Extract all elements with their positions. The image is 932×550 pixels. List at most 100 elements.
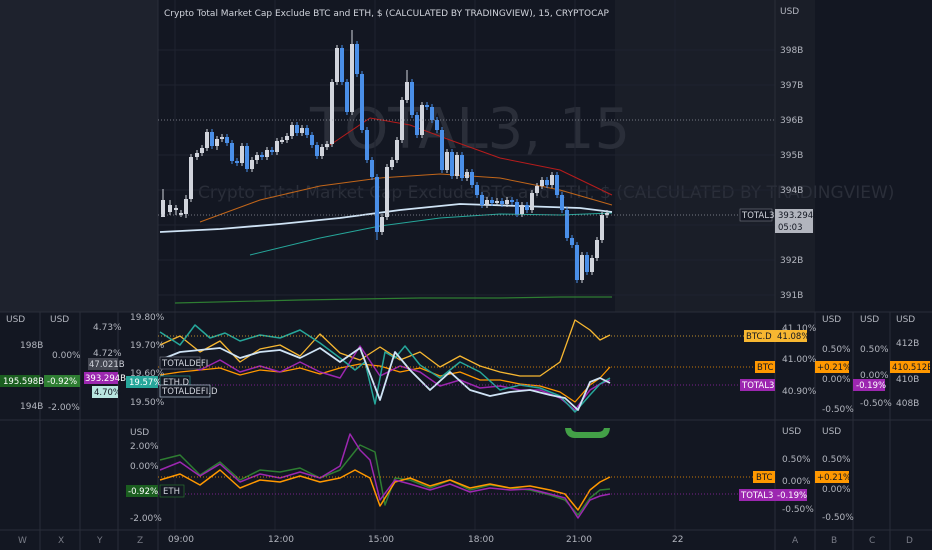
candle-body <box>490 200 494 203</box>
candle-body <box>560 195 564 210</box>
middle-left-axes[interactable]: USD 198B 194B USD 0.00% -2.00% 4.73% 4.7… <box>6 313 165 413</box>
watermark-description: Crypto Total Market Cap Exclude BTC and … <box>198 183 894 203</box>
legend-ethd: ETH.D <box>163 378 190 388</box>
mid-c-label: 410.512B <box>892 363 932 373</box>
candle-body <box>184 199 188 214</box>
candle-body <box>195 153 199 157</box>
candle-body <box>200 148 204 153</box>
bot-left-label-box <box>126 485 158 497</box>
bot-main-tick: 0.50% <box>782 455 811 465</box>
candle-body <box>405 82 409 100</box>
total3-line <box>159 345 611 411</box>
candle-body <box>495 201 499 203</box>
ma-orange-line <box>199 173 613 223</box>
watermark-symbol: TOTAL3, 15 <box>309 97 630 162</box>
comparison-lines-bottom[interactable] <box>159 433 611 519</box>
time-axis[interactable]: 09:00 12:00 15:00 18:00 21:00 22 <box>168 535 683 545</box>
btcd-line <box>159 319 611 377</box>
label-box-green <box>0 375 40 387</box>
bot-main-tick: -0.50% <box>782 505 814 515</box>
mid-b-tick: 0.00% <box>860 371 889 381</box>
price-tick: 392B <box>780 256 803 266</box>
bot-a-tick: 0.00% <box>822 485 851 495</box>
candle-body <box>500 201 504 204</box>
candle-body <box>355 44 359 74</box>
totaldefi-d-line <box>159 347 611 411</box>
time-tick: 09:00 <box>168 535 194 545</box>
candle-body <box>305 128 309 135</box>
bot-left-tick: 2.00% <box>130 442 159 452</box>
candle-body <box>590 258 594 272</box>
mid-a-tick: 0.00% <box>822 375 851 385</box>
last-price-countdown: 05:03 <box>778 223 803 233</box>
candle-body <box>520 205 524 214</box>
left-empty-area <box>0 0 158 312</box>
candle-body <box>260 155 264 157</box>
bottom-left-axis[interactable]: USD 2.00% 0.00% -2.00% <box>130 428 162 524</box>
middle-legend[interactable]: TOTALDEFI ETH.D TOTALDEFI.D <box>159 356 218 398</box>
candle-body <box>225 137 229 143</box>
last-price-value: 393.294B <box>778 211 819 221</box>
axis-letters[interactable]: W X Y Z A B C D <box>18 536 913 546</box>
comparison-lines-middle[interactable] <box>159 319 611 413</box>
label-box-purple <box>84 372 118 384</box>
candle-body <box>565 210 569 238</box>
label-box-teal <box>126 376 158 388</box>
eth-line <box>159 444 611 516</box>
last-price-symbol: TOTAL3 <box>741 211 774 221</box>
mid-a-label: +0.21% <box>817 363 851 373</box>
mid-a-label-box <box>815 361 849 373</box>
candle-body <box>325 144 329 147</box>
axis-letter-w: W <box>18 536 27 546</box>
mid-col4-tick: 19.70% <box>130 341 165 351</box>
mid-b-currency: USD <box>860 315 879 325</box>
mid-col3-tick: 4.72% <box>93 349 122 359</box>
candle-body <box>540 180 544 186</box>
price-tick: 394B <box>780 186 803 196</box>
candle-body <box>600 215 604 240</box>
candle-body <box>245 146 249 169</box>
candle-body <box>315 145 319 156</box>
bot-btc-box <box>753 471 775 483</box>
smile-annotation[interactable] <box>565 428 610 438</box>
bot-left-label: -0.92% <box>128 487 158 497</box>
mid-col2-label: -0.92% <box>47 377 77 387</box>
candle-body <box>430 107 434 120</box>
candle-body <box>470 172 474 185</box>
bot-a-currency: USD <box>822 427 841 437</box>
candlestick-series[interactable] <box>161 30 609 283</box>
mid-a-tick: -0.50% <box>822 405 854 415</box>
candle-body <box>161 200 165 217</box>
price-tick: 398B <box>780 46 803 56</box>
candle-body <box>220 137 224 139</box>
label-box-light <box>92 386 118 398</box>
candle-body <box>275 141 279 152</box>
middle-right-axes[interactable]: 41.10% 41.00% 40.90% USD 0.50% 0.00% -0.… <box>782 315 919 415</box>
mid-c-label-box <box>890 361 930 373</box>
legend-totaldefi: TOTALDEFI <box>161 359 208 369</box>
time-tick: 15:00 <box>368 535 394 545</box>
mid-c-tick: 410B <box>896 375 919 385</box>
mid-col3-label-2: 393.294B <box>85 374 126 384</box>
candle-body <box>440 130 444 170</box>
candle-body <box>460 155 464 178</box>
legend-totaldefid-box <box>159 384 211 398</box>
candle-body <box>445 152 449 170</box>
mid-a-currency: USD <box>822 315 841 325</box>
main-price-axis[interactable]: USD 398B 397B 396B 395B 394B 392B 391B <box>780 7 803 301</box>
candle-body <box>230 143 234 161</box>
candle-body <box>555 175 559 195</box>
bottom-right-axes[interactable]: USD 0.50% 0.00% -0.50% USD 0.50% 0.00% -… <box>782 427 854 523</box>
candle-body <box>575 245 579 280</box>
candle-body <box>475 185 479 195</box>
chart-title[interactable]: Crypto Total Market Cap Exclude BTC and … <box>164 9 610 19</box>
candle-body <box>550 175 554 185</box>
mid-col3-label-3: 4.70% <box>94 388 121 398</box>
candle-body <box>390 160 394 167</box>
candle-body <box>480 195 484 205</box>
main-axis-currency: USD <box>780 7 799 17</box>
mid-col4-label: 19.57% <box>129 378 161 388</box>
candle-body <box>385 167 389 217</box>
total3-name-box <box>740 379 775 391</box>
